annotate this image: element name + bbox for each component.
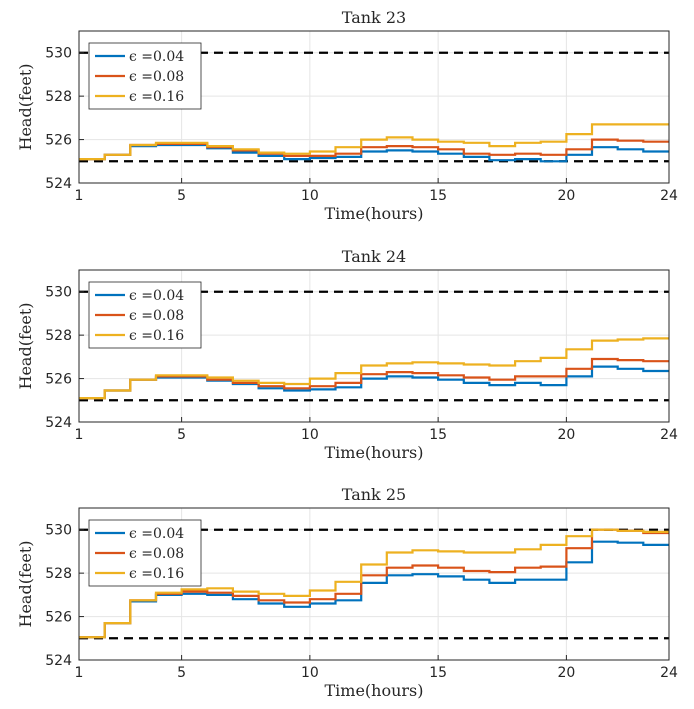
series-line-3 (79, 528, 669, 639)
y-tick-label: 526 (45, 610, 72, 626)
legend-label-2: ϵ =0.08 (129, 546, 184, 562)
x-tick-label: 1 (75, 188, 84, 204)
legend-label-2: ϵ =0.08 (129, 69, 184, 85)
legend: ϵ =0.04 ϵ =0.08 ϵ =0.16 (88, 281, 202, 349)
x-tick-label: 15 (429, 188, 447, 204)
y-tick-label: 524 (45, 415, 72, 431)
x-axis-label: Time(hours) (324, 204, 423, 223)
y-tick-label: 528 (45, 89, 72, 105)
y-tick-label: 524 (45, 176, 72, 192)
y-tick-label: 530 (45, 285, 72, 301)
x-tick-label: 5 (177, 427, 186, 443)
x-tick-label: 10 (301, 665, 319, 681)
x-tick-label: 10 (301, 427, 319, 443)
x-tick-label: 20 (557, 665, 575, 681)
legend-label-3: ϵ =0.16 (129, 328, 184, 344)
x-tick-label: 1 (75, 427, 84, 443)
legend: ϵ =0.04 ϵ =0.08 ϵ =0.16 (88, 519, 202, 587)
x-tick-label: 5 (177, 665, 186, 681)
x-tick-label: 24 (660, 665, 678, 681)
x-axis-label: Time(hours) (324, 681, 423, 700)
x-tick-label: 10 (301, 188, 319, 204)
x-axis-label: Time(hours) (324, 443, 423, 462)
y-axis-label: Head(feet) (16, 541, 35, 628)
x-tick-label: 1 (75, 665, 84, 681)
legend-label-3: ϵ =0.16 (129, 89, 184, 105)
legend: ϵ =0.04 ϵ =0.08 ϵ =0.16 (88, 42, 202, 110)
x-tick-label: 24 (660, 188, 678, 204)
x-tick-label: 20 (557, 188, 575, 204)
x-tick-label: 24 (660, 427, 678, 443)
y-tick-label: 530 (45, 523, 72, 539)
y-tick-label: 526 (45, 133, 72, 149)
x-tick-label: 20 (557, 427, 575, 443)
chart-title: Tank 23 (342, 8, 406, 27)
axes-box (78, 30, 670, 184)
legend-label-2: ϵ =0.08 (129, 308, 184, 324)
legend-label-1: ϵ =0.04 (129, 49, 184, 65)
y-axis-label: Head(feet) (16, 64, 35, 151)
x-tick-label: 5 (177, 188, 186, 204)
y-tick-label: 526 (45, 372, 72, 388)
y-tick-label: 524 (45, 653, 72, 669)
x-tick-label: 15 (429, 427, 447, 443)
legend-label-3: ϵ =0.16 (129, 566, 184, 582)
series-line-3 (79, 337, 669, 400)
legend-label-1: ϵ =0.04 (129, 526, 184, 542)
chart-title: Tank 24 (342, 247, 406, 266)
axes-box (78, 507, 670, 661)
legend-label-1: ϵ =0.04 (129, 288, 184, 304)
axes-box (78, 269, 670, 423)
x-tick-label: 15 (429, 665, 447, 681)
y-axis-label: Head(feet) (16, 303, 35, 390)
series-line-3 (79, 123, 669, 161)
y-tick-label: 528 (45, 566, 72, 582)
y-tick-label: 528 (45, 328, 72, 344)
y-tick-label: 530 (45, 46, 72, 62)
chart-title: Tank 25 (342, 485, 406, 504)
